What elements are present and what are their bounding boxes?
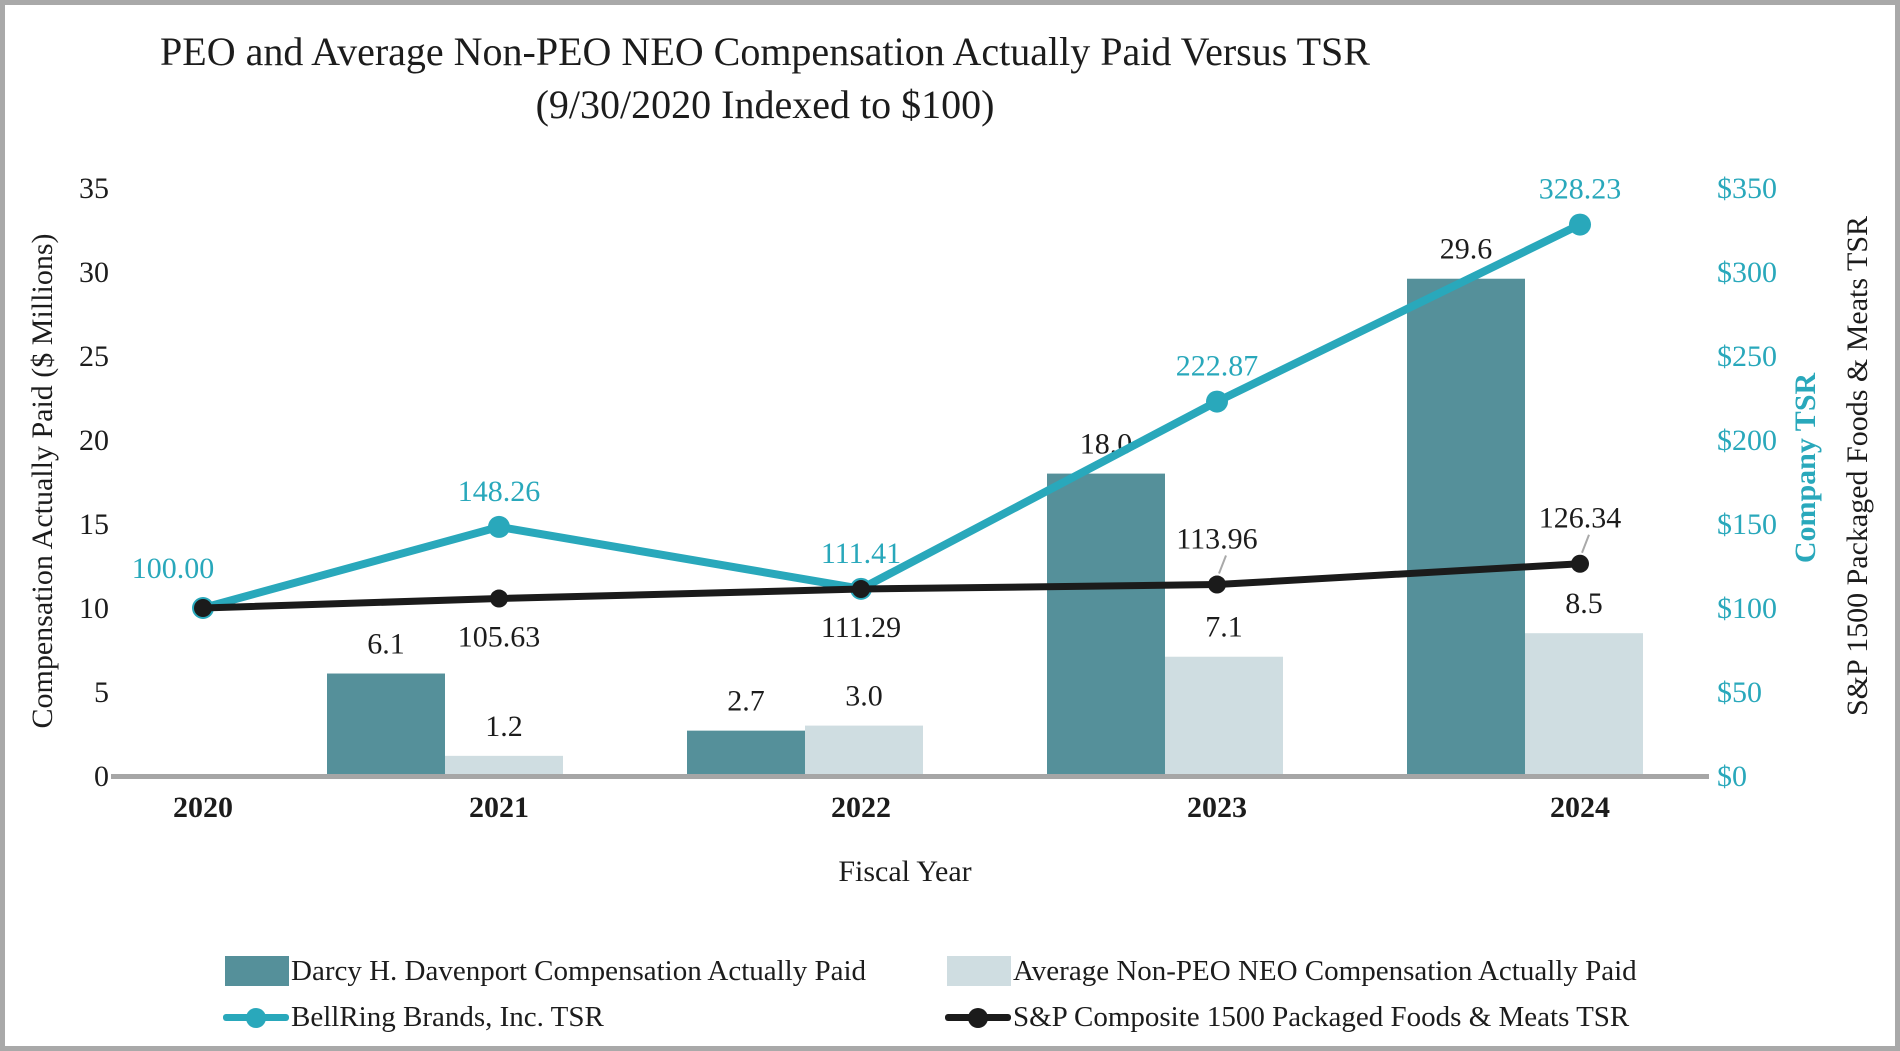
bar-value-label: 8.5 [1565,587,1603,620]
left-axis-tick-label: 35 [79,172,109,205]
line-value-label: 111.41 [821,537,901,570]
chart-title: PEO and Average Non-PEO NEO Compensation… [5,25,1525,131]
right-axis-tick-label: $0 [1717,760,1747,793]
line-marker [488,515,510,538]
chart-title-line2: (9/30/2020 Indexed to $100) [535,82,995,127]
right-axis-tick-label: $200 [1717,424,1777,457]
right-axis-tick-label: $350 [1717,172,1777,205]
bar-segment [687,730,805,776]
line-value-label: 113.96 [1176,523,1257,556]
legend-swatch-peo-bar [225,956,289,987]
line-marker [1206,390,1228,413]
legend-label-bellring-tsr: BellRing Brands, Inc. TSR [291,1001,604,1033]
legend-marker-bellring-tsr [223,1001,289,1033]
line-value-label: 148.26 [458,475,541,508]
x-category-label: 2024 [1550,791,1610,824]
left-axis-tick-label: 0 [94,760,109,793]
chart-plot-area: 6.12.718.029.61.23.07.18.505101520253035… [79,172,1777,888]
line-value-label: 100.00 [132,552,215,585]
legend-item-bellring-tsr: BellRing Brands, Inc. TSR [223,999,604,1035]
bar-value-label: 7.1 [1205,611,1243,644]
line-marker [1208,575,1226,594]
right-axis-tick-label: $300 [1717,256,1777,289]
x-category-label: 2020 [173,791,233,824]
legend-label-sp1500-tsr: S&P Composite 1500 Packaged Foods & Meat… [1013,1001,1630,1033]
bar-segment [1047,473,1165,776]
line-value-label: 126.34 [1539,502,1622,535]
left-axis-tick-label: 25 [79,340,109,373]
legend-label-neo-bar: Average Non-PEO NEO Compensation Actuall… [1013,955,1637,987]
label-leader-line [1218,555,1227,574]
x-category-label: 2023 [1187,791,1247,824]
bar-segment [445,755,563,776]
right-axis-tick-label: $50 [1717,676,1762,709]
line-value-label: 111.29 [821,611,901,644]
x-axis-title: Fiscal Year [838,855,971,888]
left-axis-title: Compensation Actually Paid ($ Millions) [26,233,59,729]
legend-item-neo-bar: Average Non-PEO NEO Compensation Actuall… [947,953,1637,989]
chart-title-line1: PEO and Average Non-PEO NEO Compensation… [160,29,1370,74]
bar-value-label: 3.0 [845,680,883,713]
left-axis-tick-label: 10 [79,592,109,625]
legend-label-peo-bar: Darcy H. Davenport Compensation Actually… [291,955,867,987]
left-axis-tick-label: 20 [79,424,109,457]
legend-marker-sp1500-tsr [945,1001,1011,1033]
line-marker [194,599,212,617]
right-axis-title-sp1500: S&P 1500 Packaged Foods & Meats TSR [1841,215,1874,717]
line-value-label: 328.23 [1539,173,1622,206]
bar-segment [805,725,923,776]
left-axis-tick-label: 5 [94,676,109,709]
x-category-label: 2022 [831,791,891,824]
line-marker [490,589,508,608]
bar-value-label: 1.2 [485,710,523,743]
left-axis-tick-label: 15 [79,508,109,541]
bar-value-label: 2.7 [727,685,765,718]
legend-item-peo-bar: Darcy H. Davenport Compensation Actually… [225,953,866,989]
bar-segment [1407,278,1525,776]
x-category-label: 2021 [469,791,529,824]
bar-value-label: 6.1 [367,628,405,661]
right-axis-tick-label: $250 [1717,340,1777,373]
line-marker [1569,213,1591,236]
line-marker [852,580,870,599]
bar-value-label: 29.6 [1440,233,1493,266]
line-value-label: 222.87 [1176,350,1259,383]
line-value-label: 105.63 [458,621,541,654]
bar-segment [327,673,445,776]
right-axis-tick-label: $150 [1717,508,1777,541]
legend-item-sp1500-tsr: S&P Composite 1500 Packaged Foods & Meat… [945,999,1629,1035]
legend-swatch-neo-bar [947,956,1011,987]
x-axis-line [111,774,1709,779]
right-axis-tick-label: $100 [1717,592,1777,625]
line-marker [1571,554,1589,573]
bar-segment [1165,656,1283,776]
right-axis-title-company-tsr: Company TSR [1789,372,1822,564]
label-leader-line [1581,534,1590,554]
bar-segment [1525,633,1643,776]
left-axis-tick-label: 30 [79,256,109,289]
